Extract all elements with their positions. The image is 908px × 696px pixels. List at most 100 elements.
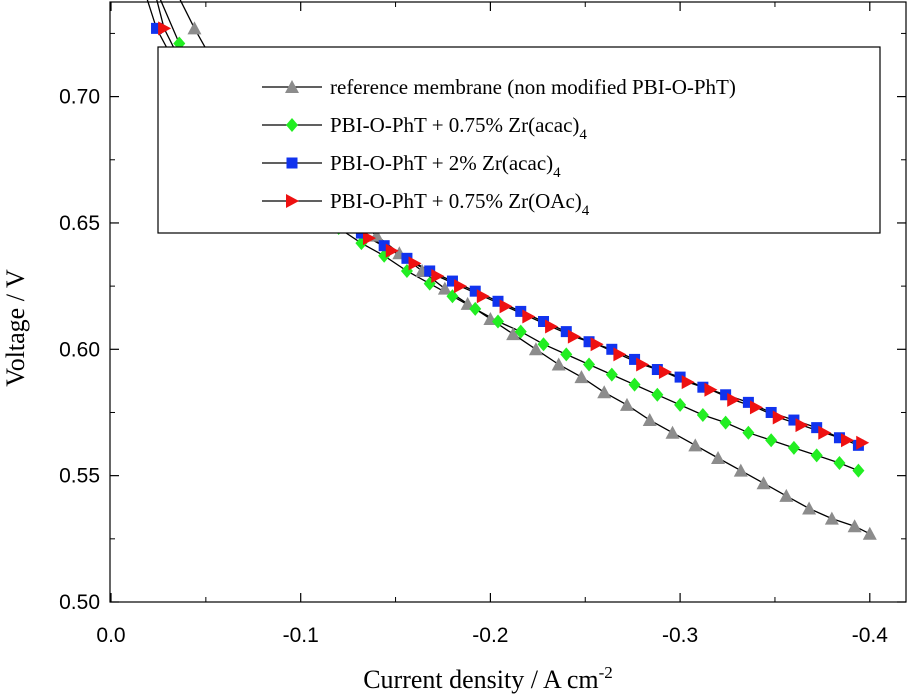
- legend-subscript: 4: [582, 203, 590, 219]
- x-tick-label: -0.2: [472, 624, 508, 647]
- data-point: [658, 365, 672, 380]
- data-point: [711, 450, 726, 464]
- data-point: [788, 414, 800, 426]
- y-tick-label: 0.65: [59, 212, 100, 235]
- x-tick-label: 0.0: [96, 624, 125, 647]
- data-point: [187, 21, 202, 35]
- data-point: [362, 231, 376, 246]
- y-axis-title: Voltage / V: [1, 269, 30, 387]
- y-axis: 0.500.550.600.650.700.750.800.850.900.95: [59, 32, 906, 614]
- legend-marker: [285, 80, 299, 93]
- legend-marker: [286, 157, 298, 169]
- data-point: [651, 364, 663, 376]
- data-point: [605, 367, 618, 382]
- data-point: [862, 526, 877, 540]
- data-point: [749, 400, 763, 415]
- data-point: [446, 289, 459, 304]
- legend-marker: [286, 194, 299, 208]
- data-point: [408, 256, 422, 271]
- data-point: [681, 375, 695, 390]
- x-axis: 0.0 -0.1 -0.2 -0.3 -0.4: [96, 2, 888, 647]
- data-point: [665, 425, 680, 439]
- series-1-points: [187, 21, 877, 540]
- data-point: [651, 387, 664, 402]
- data-point: [560, 326, 572, 338]
- data-point: [460, 296, 475, 310]
- legend-marker: [286, 118, 298, 132]
- data-point: [151, 22, 163, 34]
- data-point: [583, 336, 595, 348]
- legend-label: PBI-O-PhT + 2% Zr(acac)4: [330, 151, 561, 181]
- data-point: [385, 243, 399, 258]
- data-point: [852, 463, 865, 478]
- x-axis-title: Current density / A cm-2: [363, 663, 613, 694]
- data-point: [779, 488, 794, 502]
- data-point: [811, 422, 823, 434]
- data-point: [583, 357, 596, 372]
- legend-subscript: 4: [553, 165, 561, 181]
- legend-label-text: PBI-O-PhT + 2% Zr(acac): [330, 151, 553, 175]
- data-point: [772, 410, 786, 425]
- data-point: [476, 289, 490, 304]
- data-point: [401, 252, 413, 264]
- data-point: [522, 309, 536, 324]
- data-point: [765, 406, 777, 418]
- data-point: [469, 301, 482, 316]
- data-point: [810, 448, 823, 463]
- x-tick-label: -0.3: [662, 624, 698, 647]
- data-point: [727, 392, 741, 407]
- legend-label: reference membrane (non modified PBI-O-P…: [330, 75, 736, 99]
- legend-label-text: PBI-O-PhT + 0.75% Zr(acac): [330, 113, 579, 137]
- data-point: [765, 433, 778, 448]
- data-point: [560, 347, 573, 362]
- data-point: [515, 305, 527, 317]
- data-point: [528, 342, 543, 356]
- data-point: [492, 295, 504, 307]
- y-tick-label: 0.70: [59, 86, 100, 109]
- data-point: [742, 396, 754, 408]
- data-point: [491, 314, 504, 329]
- data-point: [619, 397, 634, 411]
- data-point: [437, 281, 452, 295]
- data-point: [833, 456, 846, 471]
- data-point: [787, 440, 800, 455]
- data-point: [697, 381, 709, 393]
- data-point: [720, 389, 732, 401]
- data-point: [538, 316, 550, 328]
- x-tick-label: -0.1: [283, 624, 319, 647]
- plot-area: [109, 1, 907, 603]
- data-point: [704, 382, 718, 397]
- data-point: [847, 519, 862, 533]
- data-point: [606, 343, 618, 355]
- data-point: [674, 397, 687, 412]
- legend: reference membrane (non modified PBI-O-P…: [157, 46, 881, 234]
- y-tick-label: 0.60: [59, 338, 100, 361]
- data-point: [597, 385, 612, 399]
- data-point: [733, 463, 748, 477]
- data-point: [629, 353, 641, 365]
- data-point: [795, 418, 809, 433]
- data-point: [537, 337, 550, 352]
- plot-frame: [109, 1, 907, 603]
- data-point: [856, 435, 870, 450]
- data-point: [818, 425, 832, 440]
- data-point: [613, 347, 627, 362]
- x-axis-title-exponent: -2: [599, 663, 613, 682]
- legend-label-text: reference membrane (non modified PBI-O-P…: [330, 75, 736, 99]
- x-tick-label: -0.4: [852, 624, 889, 647]
- data-point: [756, 476, 771, 490]
- legend-subscript: 4: [579, 127, 587, 143]
- data-point: [642, 413, 657, 427]
- data-point: [158, 21, 172, 36]
- x-axis-title-main: Current density / A cm: [363, 665, 598, 694]
- data-point: [574, 370, 589, 384]
- y-tick-label: 0.50: [59, 591, 100, 614]
- data-point: [506, 327, 521, 341]
- data-point: [499, 299, 513, 314]
- data-point: [551, 357, 566, 371]
- legend-label-text: PBI-O-PhT + 0.75% Zr(OAc): [330, 189, 582, 213]
- data-point: [446, 275, 458, 287]
- data-point: [742, 425, 755, 440]
- data-point: [469, 285, 481, 297]
- data-point: [545, 319, 559, 334]
